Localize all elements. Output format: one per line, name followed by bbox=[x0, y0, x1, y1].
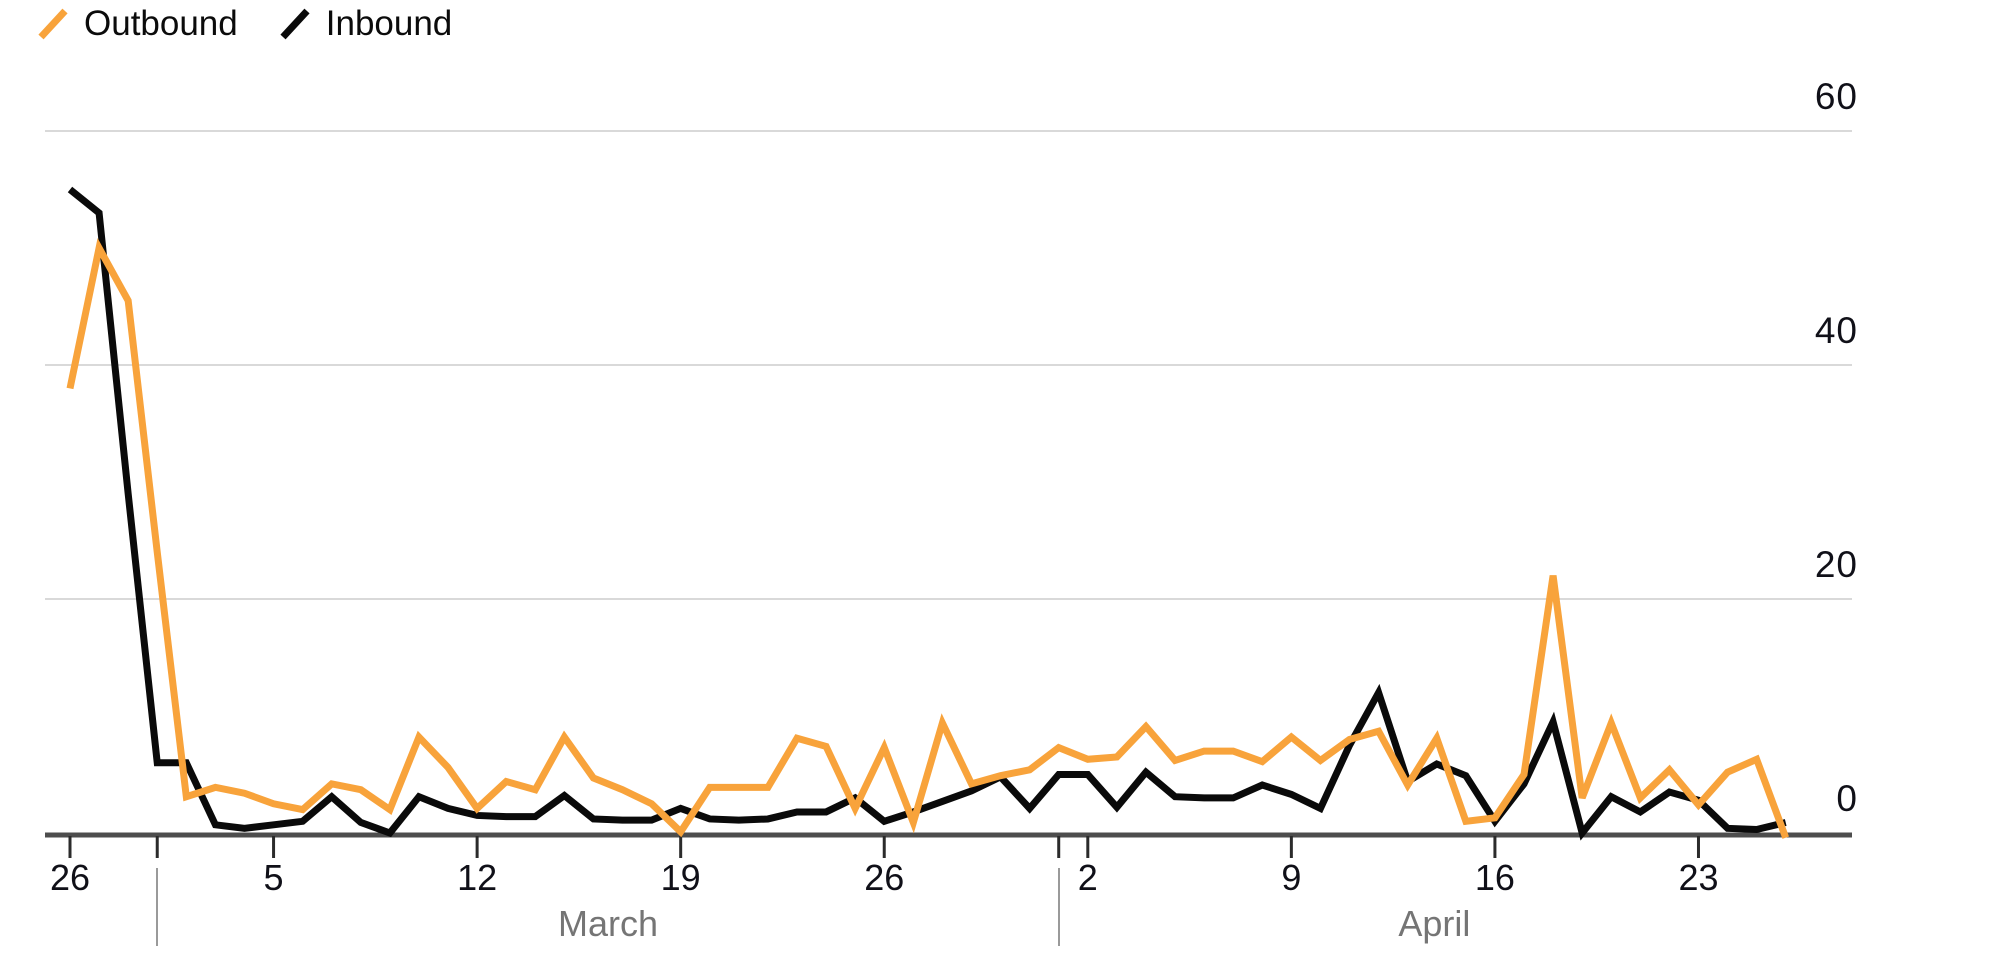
legend-label-inbound: Inbound bbox=[325, 4, 453, 43]
y-axis-label-60: 60 bbox=[1814, 76, 1858, 117]
y-axis-label-40: 40 bbox=[1814, 310, 1858, 351]
x-axis-label: 26 bbox=[864, 857, 905, 898]
y-axis-label-20: 20 bbox=[1814, 544, 1858, 585]
outbound-line bbox=[66, 238, 1790, 839]
month-label-march: March bbox=[557, 903, 658, 944]
x-axis-label: 12 bbox=[457, 857, 498, 898]
x-axis-label: 2 bbox=[1077, 857, 1098, 898]
x-axis-label: 5 bbox=[263, 857, 284, 898]
month-label-april: April bbox=[1398, 903, 1471, 944]
x-axis-label: 19 bbox=[660, 857, 701, 898]
legend: Outbound Inbound bbox=[36, 4, 478, 44]
x-axis-label: 26 bbox=[49, 857, 91, 898]
x-axis-label: 23 bbox=[1678, 857, 1719, 898]
inbound-line-swatch-icon bbox=[280, 8, 310, 40]
month-divider bbox=[1057, 868, 1060, 946]
legend-item-inbound: Inbound bbox=[278, 4, 453, 44]
x-axis-label: 9 bbox=[1281, 857, 1302, 898]
month-divider bbox=[156, 868, 159, 946]
outbound-line-swatch-icon bbox=[38, 8, 68, 40]
x-axis-label: 16 bbox=[1474, 857, 1515, 898]
legend-label-outbound: Outbound bbox=[84, 4, 238, 43]
y-axis-label-0: 0 bbox=[1836, 778, 1858, 819]
legend-item-outbound: Outbound bbox=[36, 4, 238, 44]
